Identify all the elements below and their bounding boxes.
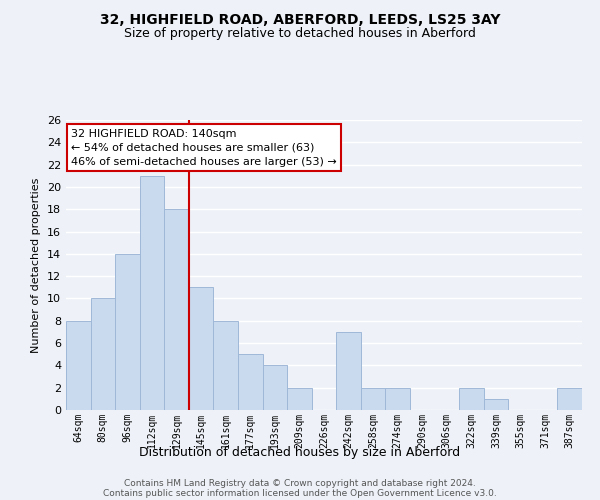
Text: 32, HIGHFIELD ROAD, ABERFORD, LEEDS, LS25 3AY: 32, HIGHFIELD ROAD, ABERFORD, LEEDS, LS2…	[100, 12, 500, 26]
Bar	[361, 388, 385, 410]
Bar	[91, 298, 115, 410]
Bar	[115, 254, 140, 410]
Text: Contains public sector information licensed under the Open Government Licence v3: Contains public sector information licen…	[103, 488, 497, 498]
Bar	[459, 388, 484, 410]
Bar	[263, 366, 287, 410]
Bar	[214, 321, 238, 410]
Bar	[287, 388, 312, 410]
Text: Size of property relative to detached houses in Aberford: Size of property relative to detached ho…	[124, 28, 476, 40]
Bar	[140, 176, 164, 410]
Bar	[557, 388, 582, 410]
Bar	[238, 354, 263, 410]
Bar	[336, 332, 361, 410]
Bar	[189, 288, 214, 410]
Text: 32 HIGHFIELD ROAD: 140sqm
← 54% of detached houses are smaller (63)
46% of semi-: 32 HIGHFIELD ROAD: 140sqm ← 54% of detac…	[71, 128, 337, 166]
Bar	[66, 321, 91, 410]
Text: Contains HM Land Registry data © Crown copyright and database right 2024.: Contains HM Land Registry data © Crown c…	[124, 478, 476, 488]
Bar	[164, 209, 189, 410]
Y-axis label: Number of detached properties: Number of detached properties	[31, 178, 41, 352]
Bar	[484, 399, 508, 410]
Text: Distribution of detached houses by size in Aberford: Distribution of detached houses by size …	[139, 446, 461, 459]
Bar	[385, 388, 410, 410]
